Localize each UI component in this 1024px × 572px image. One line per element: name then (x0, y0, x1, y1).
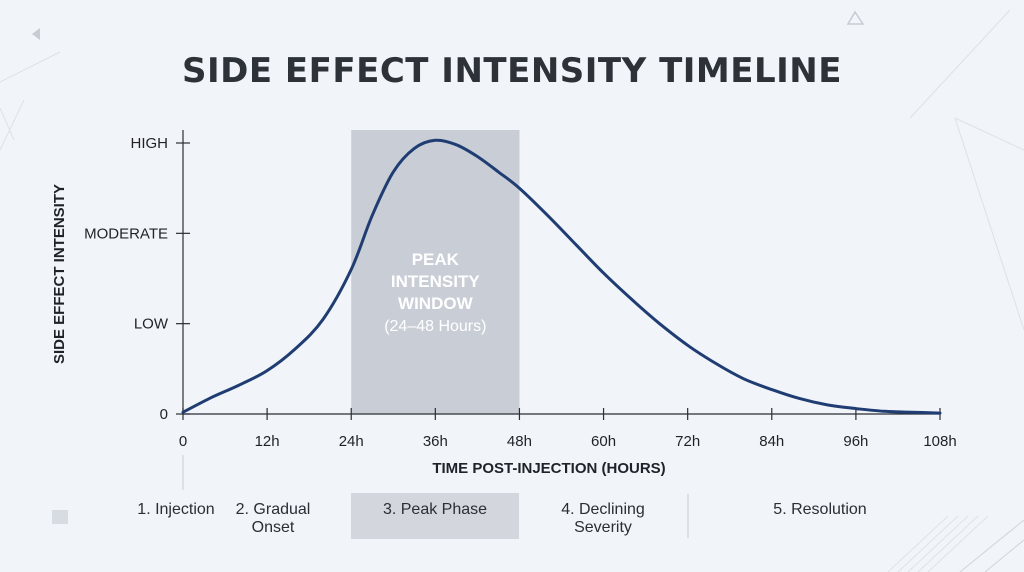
decor-triangle-top-left (32, 28, 40, 40)
phase-label: 5. Resolution (773, 501, 866, 518)
y-tick-label: LOW (134, 316, 169, 333)
peak-window-label-line: PEAK (412, 250, 460, 269)
x-tick-label: 48h (507, 433, 532, 450)
decor-line-left-3 (0, 107, 15, 141)
peak-window-band: PEAK INTENSITY WINDOW (24–48 Hours) (351, 130, 520, 414)
decor-line-right-3 (954, 117, 1024, 331)
phase-label: 2. Gradual (236, 501, 311, 518)
decor-triangle-top-right (846, 10, 865, 25)
phase-label: 4. Declining (561, 501, 645, 518)
decor-line-left-1 (0, 51, 61, 83)
axes (182, 130, 940, 490)
x-tick-label: 36h (423, 433, 448, 450)
y-tick-label: MODERATE (84, 225, 168, 242)
x-tick-label: 12h (255, 433, 280, 450)
decor-line-bottom-right-2 (984, 539, 1024, 572)
x-tick-label: 72h (675, 433, 700, 450)
series-layer (181, 138, 942, 415)
peak-window-rect (351, 130, 520, 414)
chart-title: SIDE EFFECT INTENSITY TIMELINE (182, 51, 842, 91)
background-decoration (0, 9, 1024, 572)
peak-window-label-line: INTENSITY (391, 272, 480, 291)
phase-label: Severity (574, 519, 632, 536)
x-tick-label: 84h (759, 433, 784, 450)
y-tick-label: 0 (160, 406, 168, 423)
decor-line-right-1 (909, 9, 1011, 119)
phase-label: Onset (252, 519, 295, 536)
decor-line-bottom-right (959, 519, 1024, 572)
x-axis-ticks: 0 12h 24h 36h 48h 60h 72h 84h 96h 108h (179, 408, 957, 450)
x-tick-label: 60h (591, 433, 616, 450)
decor-line-right-2 (954, 117, 1024, 151)
decor-square-bottom-left (52, 510, 68, 524)
phase-highlight-rect (351, 493, 519, 539)
peak-window-sublabel: (24–48 Hours) (384, 318, 486, 335)
phase-label: 3. Peak Phase (383, 501, 487, 518)
intensity-curve (181, 138, 942, 415)
y-axis-ticks: 0 LOW MODERATE HIGH (84, 135, 190, 423)
y-axis-label: SIDE EFFECT INTENSITY (51, 184, 68, 364)
x-tick-label: 108h (923, 433, 956, 450)
x-tick-label: 24h (339, 433, 364, 450)
x-axis-label: TIME POST-INJECTION (HOURS) (432, 460, 665, 477)
x-tick-label: 0 (179, 433, 187, 450)
y-tick-label: HIGH (131, 135, 169, 152)
peak-window-label-line: WINDOW (398, 294, 474, 313)
x-tick-label: 96h (843, 433, 868, 450)
decor-line-left-2 (0, 99, 25, 151)
phase-label: 1. Injection (137, 501, 214, 518)
decor-hatch-bottom-right (887, 515, 989, 572)
